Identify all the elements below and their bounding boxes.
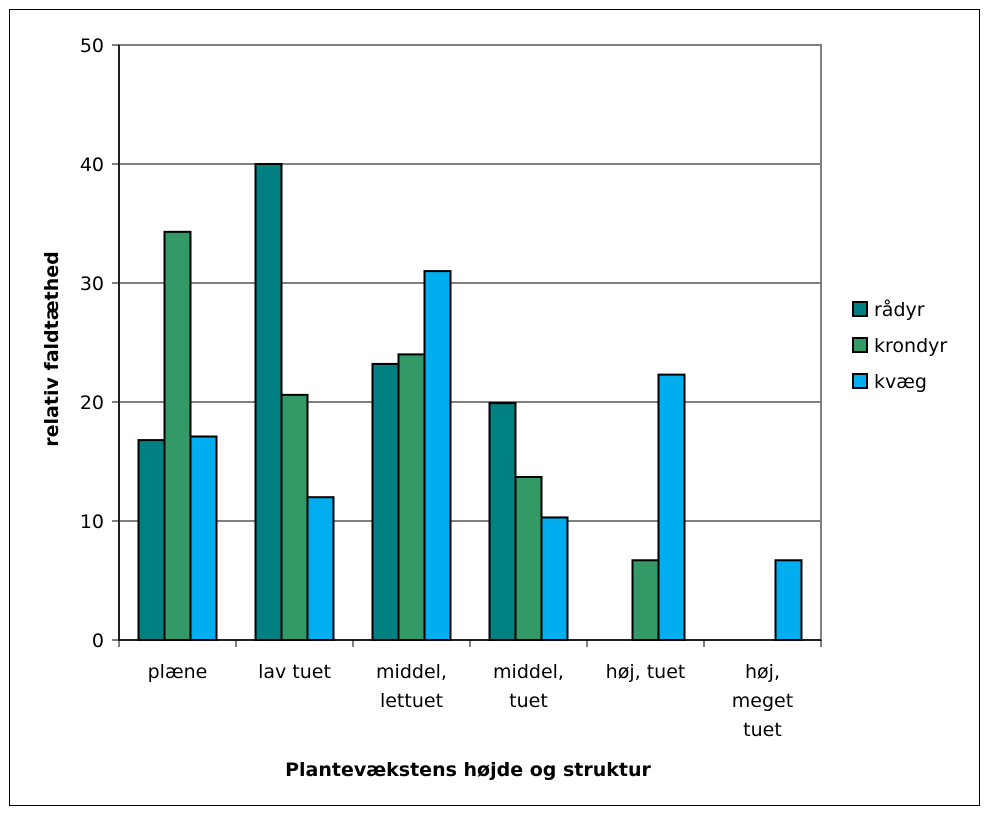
bar-kvæg <box>306 496 335 642</box>
x-axis-title: Plantevækstens højde og struktur <box>285 759 651 781</box>
bar-krondyr <box>280 393 309 641</box>
x-category-label: tuet <box>509 690 548 712</box>
x-category-label: middel, <box>493 661 564 683</box>
legend-swatch-rådyr <box>852 301 868 317</box>
y-tick-label: 10 <box>80 511 104 533</box>
gridlines <box>119 163 821 522</box>
y-tick-label: 20 <box>80 392 104 414</box>
y-tick-label: 30 <box>80 273 104 295</box>
y-tick-label: 40 <box>80 154 104 176</box>
bar-kvæg <box>189 435 218 642</box>
y-tick-labels: 0 10 20 30 40 50 <box>80 35 104 652</box>
bar-krondyr <box>397 353 426 641</box>
x-category-label: lettuet <box>380 690 443 712</box>
legend-label-kvæg: kvæg <box>874 371 927 393</box>
x-category-label: lav tuet <box>258 661 331 683</box>
legend-label-krondyr: krondyr <box>874 335 947 357</box>
bar-krondyr <box>514 475 543 641</box>
bar-rådyr <box>137 439 166 641</box>
bar-kvæg <box>423 270 452 641</box>
x-category-label: plæne <box>148 661 208 683</box>
bar-krondyr <box>163 230 192 642</box>
x-category-label: høj, tuet <box>606 661 686 683</box>
bar-rådyr <box>371 362 400 641</box>
bar-kvæg <box>540 516 569 641</box>
legend-swatch-krondyr <box>852 337 868 353</box>
x-category-label: tuet <box>743 719 782 741</box>
x-category-labels: plæne lav tuet middel, lettuet middel, tuet hø… <box>148 661 794 741</box>
y-tick-label: 50 <box>80 35 104 57</box>
legend-label-rådyr: rådyr <box>874 298 925 321</box>
y-tick-label: 0 <box>92 630 104 652</box>
y-axis-title: relativ faldtæthed <box>41 251 63 446</box>
bar-kvæg <box>774 559 803 642</box>
bar-rådyr <box>488 402 517 641</box>
legend-swatch-kvæg <box>852 373 868 389</box>
legend: rådyr krondyr kvæg <box>852 298 947 393</box>
plot-area <box>118 44 822 641</box>
x-category-label: høj, <box>745 661 780 683</box>
x-category-label: meget <box>732 690 793 712</box>
bar-rådyr <box>254 163 283 641</box>
bar-kvæg <box>657 373 686 641</box>
axes <box>112 44 822 647</box>
x-category-label: middel, <box>376 661 447 683</box>
bar-krondyr <box>631 559 660 642</box>
